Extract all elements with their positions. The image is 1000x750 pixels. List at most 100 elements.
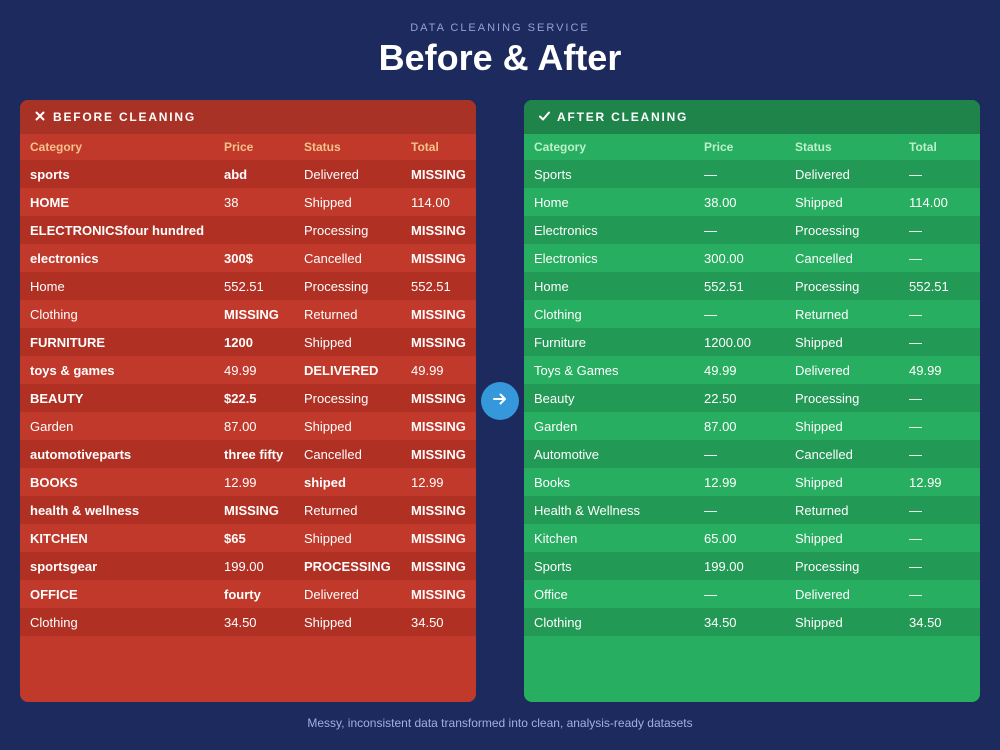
table-row: Clothing 34.50 Shipped 34.50 (20, 608, 476, 636)
table-row: Home 552.51 Processing 552.51 (524, 272, 980, 300)
total-cell: — (909, 250, 922, 266)
transform-arrow-button[interactable] (481, 382, 519, 420)
price-cell: 199.00 (704, 558, 744, 574)
before-table-header-row: Category Price Status Total (20, 134, 476, 160)
status-cell: Cancelled (795, 250, 853, 266)
price-cell: 87.00 (224, 418, 257, 434)
category-cell: Home (30, 278, 65, 294)
status-cell: Shipped (795, 194, 843, 210)
total-cell: MISSING (411, 390, 466, 406)
after-panel-header: AFTER CLEANING (524, 100, 980, 134)
before-table: Category Price Status Total sports abd Del… (20, 134, 476, 636)
status-cell: Delivered (795, 362, 850, 378)
status-cell: PROCESSING (304, 558, 391, 574)
column-header-total: Total (909, 140, 937, 154)
price-cell: 552.51 (224, 278, 264, 294)
status-cell: Shipped (304, 194, 352, 210)
column-header-price: Price (704, 140, 734, 154)
price-cell: 38.00 (704, 194, 737, 210)
category-cell: electronics (30, 250, 99, 266)
status-cell: Cancelled (304, 446, 362, 462)
table-row: Electronics 300.00 Cancelled — (524, 244, 980, 272)
after-table: Category Price Status Total Sports — Deliv… (524, 134, 980, 636)
total-cell: 552.51 (909, 278, 949, 294)
table-row: toys & games 49.99 DELIVERED 49.99 (20, 356, 476, 384)
category-cell: BOOKS (30, 474, 78, 490)
total-cell: — (909, 502, 922, 518)
price-cell: 34.50 (704, 614, 737, 630)
category-cell: HOME (30, 194, 69, 210)
category-cell: Clothing (30, 614, 78, 630)
status-cell: Shipped (795, 530, 843, 546)
price-cell: — (704, 306, 717, 322)
arrow-right-icon (491, 390, 509, 413)
total-cell: 12.99 (411, 474, 444, 490)
total-cell: MISSING (411, 446, 466, 462)
status-cell: Processing (795, 390, 860, 406)
price-cell: $65 (224, 530, 246, 546)
status-cell: Shipped (304, 530, 352, 546)
total-cell: 12.99 (909, 474, 942, 490)
column-header-total: Total (411, 140, 439, 154)
status-cell: DELIVERED (304, 362, 379, 378)
total-cell: — (909, 334, 922, 350)
table-row: Kitchen 65.00 Shipped — (524, 524, 980, 552)
table-row: Health & Wellness — Returned — (524, 496, 980, 524)
price-cell: 49.99 (224, 362, 257, 378)
table-row: Garden 87.00 Shipped MISSING (20, 412, 476, 440)
price-cell: 22.50 (704, 390, 737, 406)
total-cell: — (909, 530, 922, 546)
category-cell: Clothing (30, 306, 78, 322)
status-cell: Processing (795, 222, 860, 238)
after-cleaning-panel: AFTER CLEANING Category Price Status Tot… (524, 100, 980, 702)
table-row: automotiveparts three fifty Cancelled MISSI… (20, 440, 476, 468)
table-row: sportsgear 199.00 PROCESSING MISSING (20, 552, 476, 580)
table-row: HOME 38 Shipped 114.00 (20, 188, 476, 216)
total-cell: MISSING (411, 502, 466, 518)
price-cell: $22.5 (224, 390, 257, 406)
table-row: FURNITURE 1200 Shipped MISSING (20, 328, 476, 356)
before-cleaning-panel: BEFORE CLEANING Category Price Status To… (20, 100, 476, 702)
table-row: Home 552.51 Processing 552.51 (20, 272, 476, 300)
total-cell: — (909, 558, 922, 574)
category-cell: KITCHEN (30, 530, 88, 546)
price-cell: MISSING (224, 306, 279, 322)
status-cell: Returned (304, 306, 358, 322)
price-cell: — (704, 222, 717, 238)
category-cell: sports (30, 166, 70, 182)
status-cell: Delivered (304, 586, 359, 602)
price-cell: MISSING (224, 502, 279, 518)
table-row: electronics 300$ Cancelled MISSING (20, 244, 476, 272)
table-row: Home 38.00 Shipped 114.00 (524, 188, 980, 216)
price-cell: 65.00 (704, 530, 737, 546)
status-cell: Returned (795, 502, 849, 518)
status-cell: Shipped (795, 614, 843, 630)
status-cell: Delivered (795, 586, 850, 602)
status-cell: Cancelled (304, 250, 362, 266)
status-cell: Delivered (304, 166, 359, 182)
table-row: ELECTRONICSfour hundred Processing MISSING (20, 216, 476, 244)
after-panel-title: AFTER CLEANING (557, 110, 689, 124)
table-row: sports abd Delivered MISSING (20, 160, 476, 188)
status-cell: Processing (304, 390, 369, 406)
price-cell: 34.50 (224, 614, 257, 630)
status-cell: Shipped (795, 418, 843, 434)
table-row: Sports 199.00 Processing — (524, 552, 980, 580)
status-cell: Shipped (304, 418, 352, 434)
price-cell: 12.99 (704, 474, 737, 490)
price-cell: 300.00 (704, 250, 744, 266)
category-cell: Health & Wellness (534, 502, 640, 518)
total-cell: 114.00 (411, 194, 450, 210)
before-table-body: sports abd Delivered MISSING HOME 38 Shipped 11… (20, 160, 476, 636)
eyebrow-label: DATA CLEANING SERVICE (410, 22, 590, 34)
category-cell: BEAUTY (30, 390, 84, 406)
total-cell: — (909, 586, 922, 602)
table-row: Clothing 34.50 Shipped 34.50 (524, 608, 980, 636)
category-cell: Sports (534, 166, 572, 182)
checkmark-icon (538, 110, 550, 124)
total-cell: — (909, 390, 922, 406)
category-cell: Home (534, 194, 569, 210)
status-cell: shiped (304, 474, 346, 490)
before-panel-header: BEFORE CLEANING (20, 100, 476, 134)
category-cell: Garden (534, 418, 578, 434)
